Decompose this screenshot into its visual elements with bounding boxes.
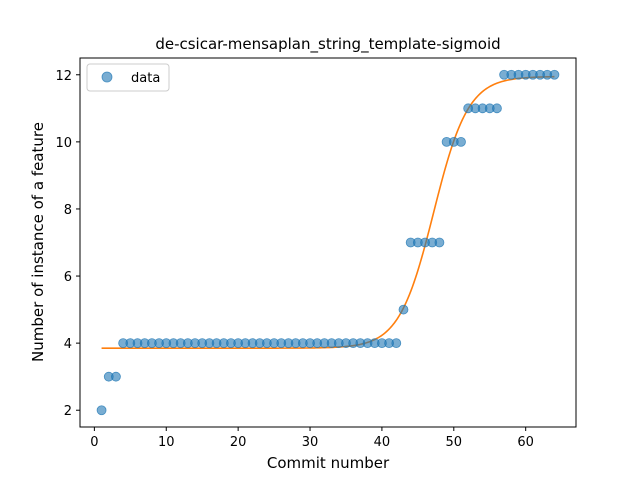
x-tick-label: 0 xyxy=(90,435,98,450)
x-tick-label: 40 xyxy=(374,435,391,450)
x-axis-label: Commit number xyxy=(267,454,390,472)
y-tick-label: 2 xyxy=(64,404,72,419)
x-ticks: 0 10 20 30 40 50 60 xyxy=(90,427,534,450)
data-point xyxy=(492,103,502,114)
legend: data xyxy=(86,63,170,92)
data-point xyxy=(96,405,107,416)
x-tick-label: 10 xyxy=(158,435,175,450)
y-tick-label: 4 xyxy=(64,337,72,352)
data-point xyxy=(111,371,121,382)
fit-layer xyxy=(101,75,555,349)
y-tick-label: 6 xyxy=(64,270,72,285)
y-tick-label: 8 xyxy=(64,203,72,218)
y-ticks: 2 4 6 8 10 12 xyxy=(55,69,80,419)
x-tick-label: 30 xyxy=(302,435,319,450)
points-layer xyxy=(96,69,560,416)
plot-area xyxy=(79,57,577,428)
data-point xyxy=(549,69,560,80)
y-tick-label: 12 xyxy=(55,69,72,84)
y-axis-label: Number of instance of a feature xyxy=(29,122,47,362)
data-point xyxy=(398,304,409,315)
x-tick-label: 60 xyxy=(517,435,534,450)
legend-entry-data: data xyxy=(131,71,160,86)
data-point xyxy=(456,136,466,147)
legend-frame xyxy=(86,63,170,92)
plot-frame xyxy=(79,57,577,428)
data-point xyxy=(434,237,445,248)
y-tick-label: 10 xyxy=(55,136,72,151)
x-tick-label: 50 xyxy=(446,435,463,450)
legend-marker xyxy=(101,71,113,83)
data-point xyxy=(391,338,402,349)
x-tick-label: 20 xyxy=(230,435,247,450)
sigmoid-fit-line xyxy=(101,75,555,349)
chart-title: de-csicar-mensaplan_string_template-sigm… xyxy=(155,35,500,54)
